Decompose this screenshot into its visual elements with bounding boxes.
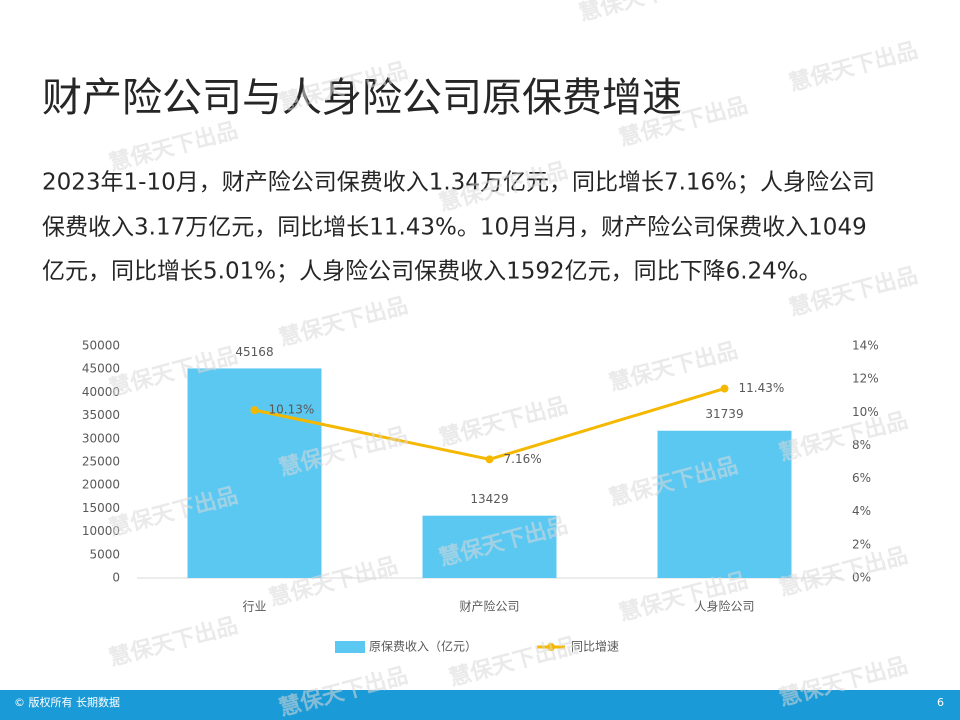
y2-tick-label: 8%	[852, 438, 871, 452]
legend-label: 原保费收入（亿元）	[369, 639, 477, 654]
paragraph-line: 2023年1-10月，财产险公司保费收入1.34万亿元，同比增长7.16%；人身…	[42, 170, 875, 196]
bar-value-label: 31739	[705, 407, 743, 421]
legend-swatch	[335, 641, 365, 653]
legend-label: 同比增速	[571, 640, 619, 654]
bar-value-label: 13429	[470, 492, 508, 506]
watermark: 慧保天下出品	[437, 158, 571, 216]
line-marker	[485, 455, 494, 464]
y-tick-label: 50000	[82, 339, 120, 353]
legend-swatch	[547, 643, 555, 651]
y-tick-label: 25000	[82, 455, 120, 469]
y2-tick-label: 2%	[852, 537, 871, 551]
footer-bar	[0, 690, 960, 720]
x-tick-label: 行业	[242, 600, 266, 614]
watermark: 慧保天下出品	[277, 293, 411, 351]
line-value-label: 11.43%	[739, 381, 785, 395]
slide-title: 财产险公司与人身险公司原保费增速	[42, 75, 682, 121]
bar	[657, 430, 792, 578]
page-number: 6	[937, 696, 944, 709]
y2-tick-label: 0%	[852, 571, 871, 585]
paragraph-line: 亿元，同比增长5.01%；人身险公司保费收入1592亿元，同比下降6.24%。	[42, 259, 822, 285]
footer-text: © 版权所有 长期数据	[14, 695, 120, 709]
y2-tick-label: 14%	[852, 339, 879, 353]
watermark: 慧保天下出品	[777, 543, 911, 601]
watermark: 慧保天下出品	[107, 118, 241, 176]
paragraph-line: 保费收入3.17万亿元，同比增长11.43%。10月当月，财产险公司保费收入10…	[42, 215, 867, 241]
watermark: 慧保天下出品	[107, 613, 241, 671]
y-tick-label: 15000	[82, 501, 120, 515]
watermark: 慧保天下出品	[577, 0, 711, 27]
bar	[187, 368, 322, 578]
watermark: 慧保天下出品	[607, 338, 741, 396]
y-tick-label: 45000	[82, 362, 120, 376]
y2-tick-label: 6%	[852, 471, 871, 485]
x-tick-label: 人身险公司	[694, 599, 754, 614]
y-tick-label: 10000	[82, 524, 120, 538]
bar	[422, 515, 557, 578]
y2-tick-label: 10%	[852, 405, 879, 419]
y2-tick-label: 4%	[852, 504, 871, 518]
bar-value-label: 45168	[235, 345, 273, 359]
line-marker	[720, 384, 729, 393]
y-tick-label: 0	[112, 571, 120, 585]
y2-tick-label: 12%	[852, 372, 879, 386]
line-value-label: 10.13%	[269, 403, 315, 417]
y-tick-label: 5000	[89, 547, 120, 561]
watermark: 慧保天下出品	[777, 408, 911, 466]
y-tick-label: 20000	[82, 478, 120, 492]
watermark: 慧保天下出品	[437, 393, 571, 451]
y-tick-label: 35000	[82, 408, 120, 422]
line-value-label: 7.16%	[504, 452, 542, 466]
watermark: 慧保天下出品	[787, 38, 921, 96]
x-tick-label: 财产险公司	[459, 599, 519, 614]
y-tick-label: 40000	[82, 385, 120, 399]
line-marker	[250, 406, 259, 415]
y-tick-label: 30000	[82, 431, 120, 445]
